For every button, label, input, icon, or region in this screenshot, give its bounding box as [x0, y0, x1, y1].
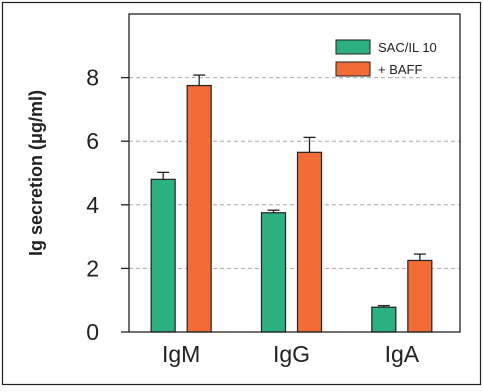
y-tick-label: 8	[86, 65, 99, 91]
x-tick-label: IgM	[162, 341, 200, 367]
y-tick-labels: 0 2 4 6 8	[86, 65, 129, 345]
legend-label: + BAFF	[378, 62, 422, 77]
bar	[296, 151, 323, 333]
y-tick-label: 4	[86, 192, 99, 218]
y-tick-label: 6	[86, 128, 99, 154]
x-tick-labels: IgM IgG IgA	[162, 341, 420, 367]
x-tick-label: IgG	[273, 341, 310, 367]
legend-label: SAC/IL 10	[378, 40, 437, 55]
plot-area-border	[128, 13, 461, 333]
bar	[186, 84, 212, 333]
bar	[150, 178, 176, 333]
x-tick-label: IgA	[385, 341, 420, 367]
outer-border	[1, 1, 482, 386]
bar	[371, 306, 397, 333]
bar	[260, 212, 287, 333]
axes	[128, 13, 461, 333]
gridlines	[129, 77, 460, 269]
bars	[150, 74, 433, 333]
y-tick-label: 2	[86, 255, 99, 281]
legend-swatch	[335, 39, 371, 55]
y-axis-label: Ig secretion (μg/ml)	[26, 90, 46, 256]
bar	[407, 259, 433, 333]
legend: SAC/IL 10 + BAFF	[335, 39, 437, 77]
legend-swatch	[335, 61, 371, 77]
y-tick-label: 0	[86, 319, 99, 345]
